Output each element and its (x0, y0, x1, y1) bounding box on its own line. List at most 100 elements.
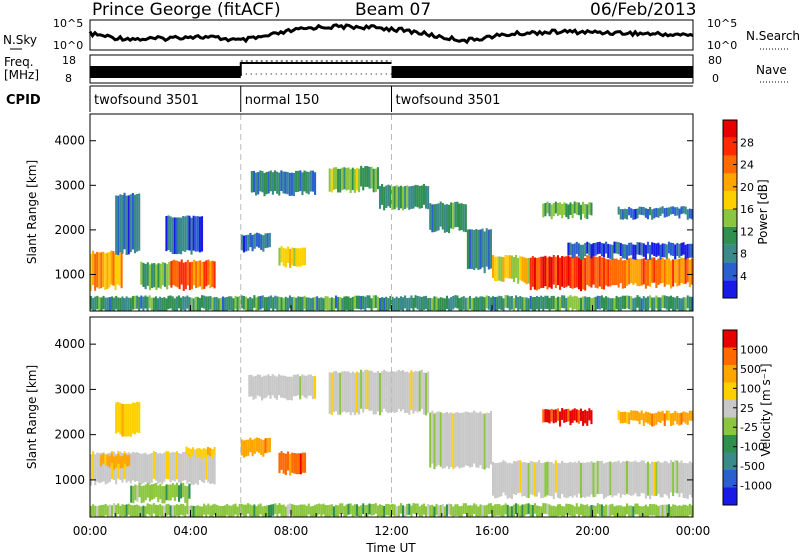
scatter-cell (395, 296, 398, 311)
scatter-cell (251, 234, 254, 252)
scatter-cell (372, 372, 375, 415)
scatter-cell (186, 295, 189, 309)
scatter-cell (649, 463, 652, 500)
scatter-cell (672, 412, 675, 426)
scatter-cell (471, 298, 474, 311)
scatter-cell (525, 258, 528, 285)
scatter-cell (358, 506, 361, 517)
scatter-cell (672, 297, 675, 311)
scatter-cell (657, 297, 660, 311)
scatter-cell (295, 297, 298, 311)
scatter-cell (607, 259, 610, 287)
scatter-cell (240, 234, 243, 251)
scatter-cell (492, 461, 495, 496)
scatter-cell (422, 296, 425, 310)
scatter-cell (198, 451, 201, 481)
scatter-cell (659, 411, 662, 423)
scatter-cell (523, 257, 526, 283)
scatter-cell (334, 370, 338, 412)
scatter-cell (133, 295, 137, 310)
scatter-cell (680, 206, 683, 215)
scatter-cell (487, 412, 490, 469)
scatter-cell (205, 260, 208, 287)
scatter-cell (634, 244, 637, 260)
scatter-cell (577, 409, 580, 424)
scatter-cell (653, 208, 656, 219)
scatter-cell (569, 504, 572, 516)
scatter-cell (672, 461, 675, 497)
scatter-cell (364, 369, 367, 410)
scatter-cell (263, 505, 266, 517)
scatter-cell (552, 255, 555, 285)
scatter-cell (161, 297, 164, 311)
scatter-cell (502, 298, 505, 311)
scatter-cell (594, 462, 597, 497)
scatter-cell (485, 412, 488, 468)
scatter-cell (535, 257, 539, 291)
scatter-cell (177, 295, 181, 309)
scatter-cell (611, 503, 614, 516)
scatter-cell (533, 297, 536, 311)
scatter-cell (630, 257, 633, 284)
scatter-cell (284, 171, 287, 194)
scatter-cell (282, 247, 285, 267)
scatter-cell (582, 257, 585, 290)
scatter-cell (286, 376, 289, 401)
scatter-cell (569, 410, 572, 426)
scatter-cell (542, 203, 545, 218)
scatter-cell (144, 506, 147, 517)
scatter-cell (605, 504, 608, 517)
scatter-cell (332, 167, 335, 190)
scatter-cell (422, 183, 425, 205)
scatter-cell (349, 297, 352, 311)
scatter-cell (630, 410, 633, 420)
scatter-cell (121, 452, 124, 483)
scatter-cell (115, 455, 118, 468)
scatter-cell (546, 503, 549, 515)
scatter-cell (667, 207, 670, 217)
scatter-cell (460, 297, 463, 311)
scatter-cell (519, 460, 522, 493)
scatter-cell (245, 235, 248, 252)
colorbar-swatch (723, 487, 737, 505)
scatter-cell (108, 297, 111, 311)
scatter-cell (626, 295, 629, 309)
scatter-cell (550, 204, 553, 220)
scatter-cell (240, 295, 243, 309)
scatter-cell (286, 451, 290, 471)
scatter-cell (345, 296, 348, 310)
scatter-cell (429, 412, 432, 468)
scatter-cell (619, 209, 622, 220)
scatter-cell (617, 259, 620, 288)
scatter-cell (385, 503, 388, 516)
scatter-cell (292, 172, 296, 197)
scatter-cell (468, 229, 472, 269)
scatter-cell (674, 297, 677, 311)
scatter-cell (284, 248, 287, 268)
scatter-cell (269, 170, 272, 192)
scatter-cell (621, 244, 624, 259)
scatter-cell (102, 453, 105, 464)
colorbar-tick-label: 28 (740, 136, 754, 149)
scatter-cell (142, 485, 145, 503)
scatter-cell (98, 505, 101, 517)
scatter-cell (655, 504, 658, 517)
scatter-cell (663, 208, 666, 218)
scatter-cell (148, 295, 151, 309)
scatter-cell (420, 185, 423, 209)
scatter-cell (533, 257, 536, 290)
scatter-cell (142, 262, 145, 287)
scatter-cell (412, 185, 415, 209)
scatter-cell (94, 505, 97, 517)
scatter-cell (588, 506, 591, 517)
scatter-cell (192, 505, 195, 517)
scatter-cell (640, 258, 643, 286)
scatter-cell (450, 202, 453, 229)
scatter-cell (263, 297, 266, 311)
scatter-cell (297, 505, 300, 517)
scatter-cell (632, 461, 635, 496)
scatter-cell (661, 206, 664, 214)
scatter-cell (198, 506, 201, 517)
scatter-cell (607, 297, 610, 311)
